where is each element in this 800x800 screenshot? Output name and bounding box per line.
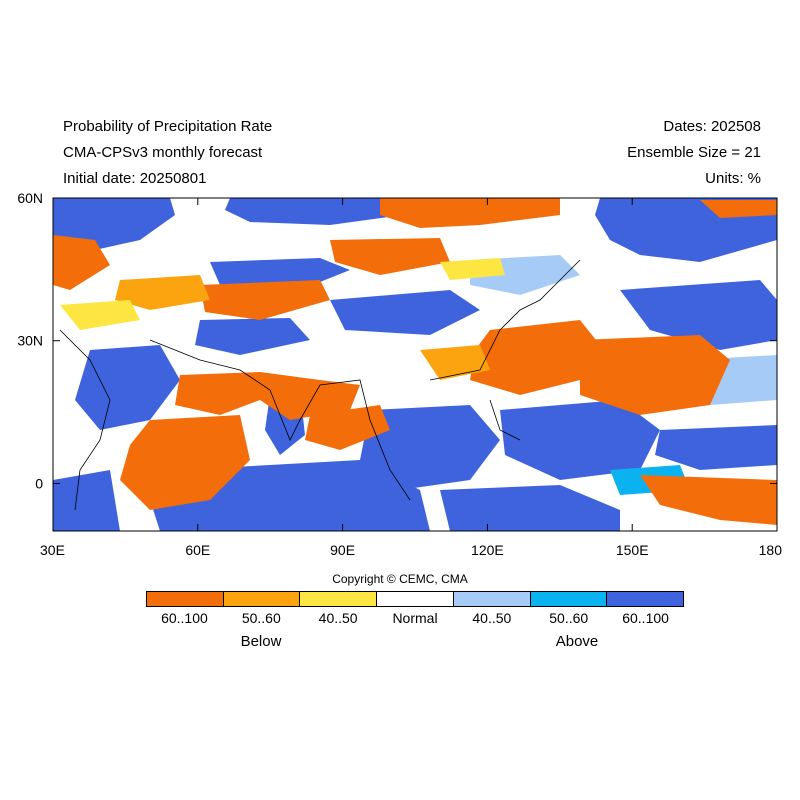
header-right: Dates: 202508 Ensemble Size = 21 Units: …: [627, 114, 761, 192]
above-region: [225, 198, 430, 225]
legend-swatch-label: 40..50: [318, 610, 358, 626]
legend-colorbar: [146, 591, 684, 607]
x-tick-label: 30E: [40, 542, 65, 558]
x-tick-label: 150E: [616, 542, 649, 558]
above-region: [330, 290, 480, 335]
legend-swatch-label: 60..100: [161, 610, 208, 626]
legend-below-label: Below: [240, 633, 282, 650]
initial-date: Initial date: 20250801: [63, 170, 207, 187]
legend-swatch: [300, 592, 378, 606]
x-tick-label: 180: [759, 542, 783, 558]
legend-labels: 60..100 50..60 40..50 Normal 40..50 50..60 60.…: [146, 610, 684, 626]
x-tick-label: 60E: [185, 542, 210, 558]
above-region: [75, 345, 180, 430]
legend-swatch: [377, 592, 454, 606]
probability-field: [53, 198, 777, 531]
units-label: Units: %: [705, 170, 761, 187]
above-region: [195, 318, 310, 355]
above-region: [53, 470, 120, 531]
legend-swatch: [530, 592, 608, 606]
above-region: [360, 405, 500, 490]
below-region: [330, 238, 450, 275]
model-name: CMA-CPSv3 monthly forecast: [63, 144, 263, 161]
below-medium-region: [115, 275, 210, 310]
legend-swatch-label: 50..60: [549, 610, 589, 626]
above-region: [620, 280, 777, 350]
above-region: [440, 485, 620, 531]
below-region: [380, 198, 560, 228]
legend-swatch: [223, 592, 301, 606]
map-title: Probability of Precipitation Rate: [63, 118, 273, 135]
below-region: [700, 200, 777, 218]
x-tick-label: 90E: [330, 542, 355, 558]
below-region: [580, 335, 730, 415]
legend-swatch: [147, 592, 224, 606]
below-light-region: [60, 300, 140, 330]
header-left: Probability of Precipitation Rate CMA-CP…: [63, 114, 272, 192]
coastline: [59, 259, 581, 511]
y-tick-label: 60N: [17, 190, 43, 206]
map-frame: [52, 197, 778, 532]
below-region: [470, 320, 600, 395]
ensemble-size: Ensemble Size = 21: [627, 144, 761, 161]
forecast-dates: Dates: 202508: [663, 118, 761, 135]
below-region: [53, 235, 110, 290]
legend-swatch-label: 60..100: [622, 610, 669, 626]
legend-swatch-label: 50..60: [241, 610, 281, 626]
axis-ticks: 30E 60E 90E 120E 150E 180 60N 30N 0: [17, 190, 782, 558]
y-tick-label: 0: [35, 475, 43, 491]
below-region: [120, 415, 250, 510]
legend-swatch-label: 40..50: [472, 610, 512, 626]
copyright-text: Copyright © CEMC, CMA: [332, 572, 468, 586]
x-tick-label: 120E: [471, 542, 504, 558]
below-region: [175, 372, 360, 420]
legend-swatch-label: Normal: [392, 610, 438, 626]
legend-swatch: [607, 592, 684, 606]
legend-above-label: Above: [555, 633, 599, 650]
above-region: [53, 198, 175, 250]
below-light-region: [440, 258, 505, 280]
above-region: [500, 400, 660, 480]
below-region: [640, 475, 777, 525]
y-tick-label: 30N: [17, 333, 43, 349]
above-region: [655, 425, 777, 470]
legend-swatch: [453, 592, 531, 606]
below-region: [200, 280, 330, 320]
